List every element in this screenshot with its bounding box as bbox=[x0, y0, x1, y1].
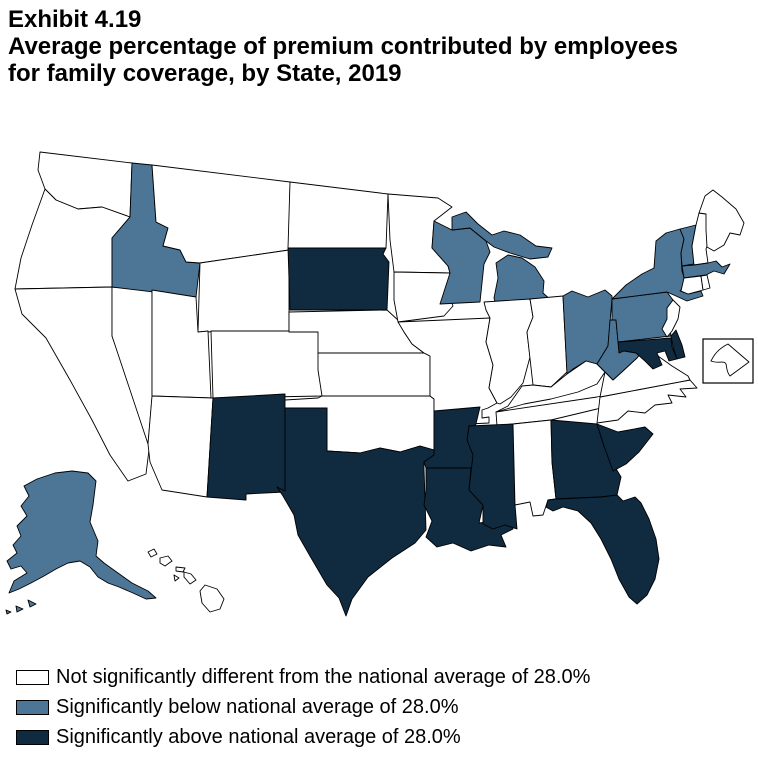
state-AK bbox=[5, 470, 157, 615]
state-NJ bbox=[661, 299, 681, 338]
state-IN bbox=[526, 295, 568, 388]
legend-row-above: Significantly above national average of … bbox=[16, 722, 590, 752]
state-MD bbox=[617, 337, 678, 370]
state-HI bbox=[147, 548, 225, 613]
state-PA bbox=[611, 291, 674, 343]
state-DE bbox=[670, 329, 686, 360]
state-CO bbox=[210, 327, 323, 399]
state-CT bbox=[680, 275, 704, 295]
state-DC bbox=[710, 343, 750, 377]
us-choropleth-map bbox=[0, 140, 758, 660]
exhibit-number: Exhibit 4.19 bbox=[8, 6, 142, 33]
state-NM bbox=[206, 393, 286, 501]
state-SC bbox=[596, 423, 654, 472]
legend-row-below: Significantly below national average of … bbox=[16, 692, 590, 722]
dc-inset bbox=[702, 338, 754, 384]
state-MT bbox=[151, 164, 291, 264]
state-SD bbox=[287, 247, 390, 311]
state-ME bbox=[698, 189, 745, 252]
legend-swatch-below bbox=[16, 699, 49, 715]
state-RI bbox=[700, 274, 711, 291]
state-WY bbox=[197, 249, 290, 333]
title-block: Exhibit 4.19 Average percentage of premi… bbox=[8, 6, 754, 87]
page-title-line1: Average percentage of premium contribute… bbox=[8, 33, 678, 60]
state-shapes bbox=[5, 151, 745, 617]
legend-label-not-significant: Not significantly different from the nat… bbox=[56, 666, 591, 688]
state-NC bbox=[596, 379, 698, 424]
legend-label-below: Significantly below national average of … bbox=[56, 696, 459, 718]
legend-swatch-not-significant bbox=[16, 669, 49, 685]
state-TX bbox=[276, 407, 435, 617]
state-KY bbox=[495, 360, 606, 413]
page-title-line2: for family coverage, by State, 2019 bbox=[8, 60, 402, 87]
legend-label-above: Significantly above national average of … bbox=[56, 726, 461, 748]
legend: Not significantly different from the nat… bbox=[16, 662, 590, 752]
legend-row-not-significant: Not significantly different from the nat… bbox=[16, 662, 590, 692]
state-KS bbox=[317, 352, 431, 397]
state-NY bbox=[611, 228, 704, 302]
legend-swatch-above bbox=[16, 729, 49, 745]
state-AZ bbox=[147, 395, 214, 498]
state-ND bbox=[287, 181, 389, 249]
state-FL bbox=[545, 494, 660, 605]
